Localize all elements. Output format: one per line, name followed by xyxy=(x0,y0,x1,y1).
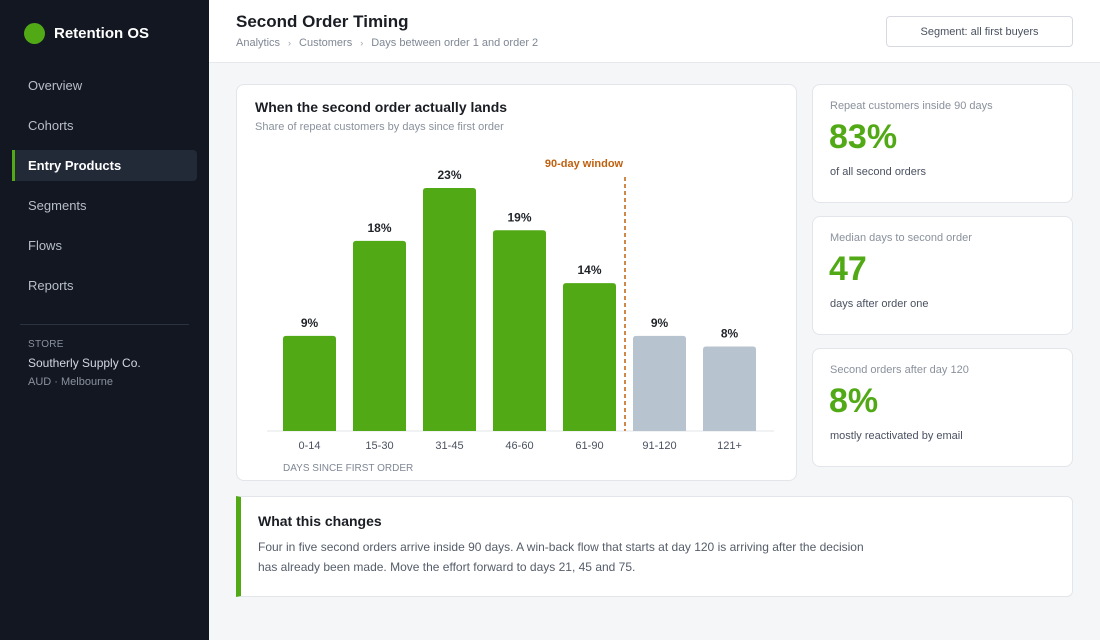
breadcrumb-analytics[interactable]: Analytics xyxy=(236,37,281,49)
stat-card-after-120: Second orders after day 120 8% mostly re… xyxy=(812,348,1073,467)
x-tick-label: 121+ xyxy=(717,440,742,452)
stat-label: Second orders after day 120 xyxy=(830,364,969,376)
second-order-timing-chart: 9% 0-14 18% 15-30 23% 31-45 19% 46-60 14% 61-90 9%… xyxy=(267,158,774,474)
chart-title: When the second order actually lands xyxy=(255,99,508,115)
stat-note: mostly reactivated by email xyxy=(830,430,963,442)
sidebar-item-cohorts[interactable]: Cohorts xyxy=(28,118,74,133)
bar-value-label: 9% xyxy=(301,316,319,330)
bar xyxy=(563,283,616,431)
bar xyxy=(283,335,336,431)
x-tick-label: 91-120 xyxy=(642,440,676,452)
breadcrumb: Analytics › Customers › Days between ord… xyxy=(236,37,538,49)
sidebar-item-flows[interactable]: Flows xyxy=(28,238,62,253)
stat-card-median-days: Median days to second order 47 days afte… xyxy=(812,216,1073,335)
bar xyxy=(703,346,756,431)
bar xyxy=(633,335,686,431)
brand[interactable]: Retention OS xyxy=(24,23,149,44)
x-axis-title: DAYS SINCE FIRST ORDER xyxy=(283,463,413,474)
chevron-right-icon: › xyxy=(288,38,292,48)
stat-label: Median days to second order xyxy=(830,232,972,244)
sidebar-item-overview[interactable]: Overview xyxy=(28,78,83,93)
segment-select[interactable]: Segment: all first buyers xyxy=(886,16,1073,47)
bar-value-label: 8% xyxy=(721,326,739,340)
sidebar-item-reports[interactable]: Reports xyxy=(28,278,74,293)
app-name: Retention OS xyxy=(54,25,150,42)
sidebar-item-segments[interactable]: Segments xyxy=(28,198,87,213)
x-tick-label: 61-90 xyxy=(575,440,603,452)
bar xyxy=(423,188,476,431)
bar xyxy=(493,230,546,431)
stat-label: Repeat customers inside 90 days xyxy=(830,100,993,112)
page-title: Second Order Timing xyxy=(236,12,409,31)
x-tick-label: 31-45 xyxy=(435,440,463,452)
stat-value: 47 xyxy=(829,250,867,288)
stat-value: 8% xyxy=(829,382,879,420)
store-name: Southerly Supply Co. xyxy=(28,356,141,370)
stat-value: 83% xyxy=(829,118,898,156)
insight-title: What this changes xyxy=(258,513,382,529)
store-label: STORE xyxy=(28,339,64,350)
bar-value-label: 23% xyxy=(437,168,461,182)
bar xyxy=(353,240,406,431)
x-tick-label: 46-60 xyxy=(505,440,533,452)
insight-card: What this changes Four in five second or… xyxy=(236,496,1073,597)
chart-subtitle: Share of repeat customers by days since … xyxy=(255,121,504,133)
sidebar-nav: Overview Cohorts Entry Products Segments… xyxy=(12,70,197,310)
bar-value-label: 19% xyxy=(507,210,531,224)
bar-value-label: 18% xyxy=(367,221,391,235)
bar-value-label: 14% xyxy=(577,263,601,277)
stat-note: days after order one xyxy=(830,298,929,310)
store-meta: AUD · Melbourne xyxy=(28,376,113,388)
x-tick-label: 0-14 xyxy=(298,440,320,452)
x-tick-label: 15-30 xyxy=(365,440,393,452)
stat-card-inside-90: Repeat customers inside 90 days 83% of a… xyxy=(812,84,1073,203)
sidebar-item-entry-products[interactable]: Entry Products xyxy=(12,150,197,181)
sidebar: Retention OS Overview Cohorts Entry Prod… xyxy=(0,0,209,640)
breadcrumb-current: Days between order 1 and order 2 xyxy=(371,37,539,49)
store-info: STORE Southerly Supply Co. AUD · Melbour… xyxy=(28,339,141,388)
page-header: Second Order Timing Analytics › Customer… xyxy=(209,0,1100,63)
chart-card: When the second order actually lands Sha… xyxy=(236,84,797,481)
insight-body: Four in five second orders arrive inside… xyxy=(258,540,864,574)
window-annotation-label: 90-day window xyxy=(545,158,624,170)
bar-value-label: 9% xyxy=(651,316,669,330)
sidebar-divider xyxy=(20,324,189,325)
breadcrumb-customers[interactable]: Customers xyxy=(299,37,353,49)
stat-note: of all second orders xyxy=(830,166,926,178)
brand-logo-icon xyxy=(24,23,45,44)
chevron-right-icon: › xyxy=(360,38,364,48)
